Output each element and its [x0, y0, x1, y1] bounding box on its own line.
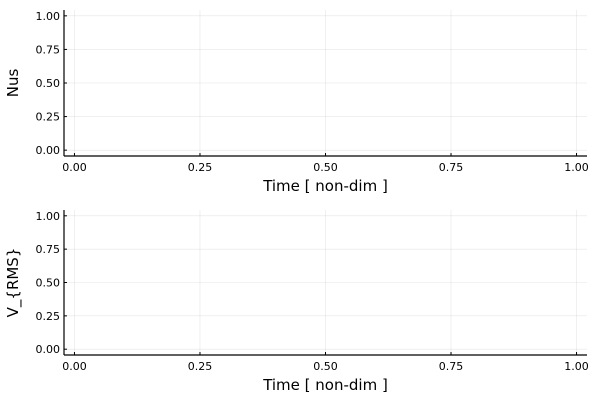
bottom-x-tick-label: 0.50: [313, 360, 338, 373]
top-y-tick-label: 0.75: [36, 43, 61, 56]
top-y-ticks: 0.00 0.25 0.50 0.75 1.00: [36, 10, 67, 157]
bottom-y-tick-label: 1.00: [36, 210, 61, 223]
bottom-x-tick-label: 0.00: [62, 360, 87, 373]
bottom-y-tick-label: 0.25: [36, 310, 61, 323]
bottom-x-tick-label: 1.00: [564, 360, 589, 373]
top-x-tick-label: 0.50: [313, 161, 338, 174]
bottom-subplot-vrms: 0.00 0.25 0.50 0.75 1.00 0.00 0.25 0.50 0.75 1.0…: [4, 210, 589, 394]
bottom-x-ticks: 0.00 0.25 0.50 0.75 1.00: [62, 352, 589, 373]
top-x-ticks: 0.00 0.25 0.50 0.75 1.00: [62, 153, 589, 174]
top-x-tick-label: 0.00: [62, 161, 87, 174]
top-y-tick-label: 1.00: [36, 10, 61, 23]
top-y-axis-label: Nus: [4, 69, 22, 98]
bottom-y-tick-label: 0.75: [36, 243, 61, 256]
bottom-x-tick-label: 0.75: [439, 360, 464, 373]
top-grid: [64, 10, 587, 156]
bottom-y-tick-label: 0.00: [36, 343, 61, 356]
top-x-tick-label: 0.25: [188, 161, 213, 174]
top-y-tick-label: 0.50: [36, 77, 61, 90]
top-y-tick-label: 0.25: [36, 111, 61, 124]
bottom-x-axis-label: Time [ non-dim ]: [262, 376, 388, 394]
bottom-grid: [64, 210, 587, 355]
top-subplot-nus: 0.00 0.25 0.50 0.75 1.00 0.00 0.25 0.50 0.75 1.0…: [4, 10, 589, 195]
bottom-y-ticks: 0.00 0.25 0.50 0.75 1.00: [36, 210, 67, 356]
top-x-tick-label: 1.00: [564, 161, 589, 174]
bottom-y-axis-label: V_{RMS}: [4, 248, 23, 318]
top-x-tick-label: 0.75: [439, 161, 464, 174]
bottom-y-tick-label: 0.50: [36, 277, 61, 290]
top-x-axis-label: Time [ non-dim ]: [262, 177, 388, 195]
bottom-x-tick-label: 0.25: [188, 360, 213, 373]
top-y-tick-label: 0.00: [36, 144, 61, 157]
